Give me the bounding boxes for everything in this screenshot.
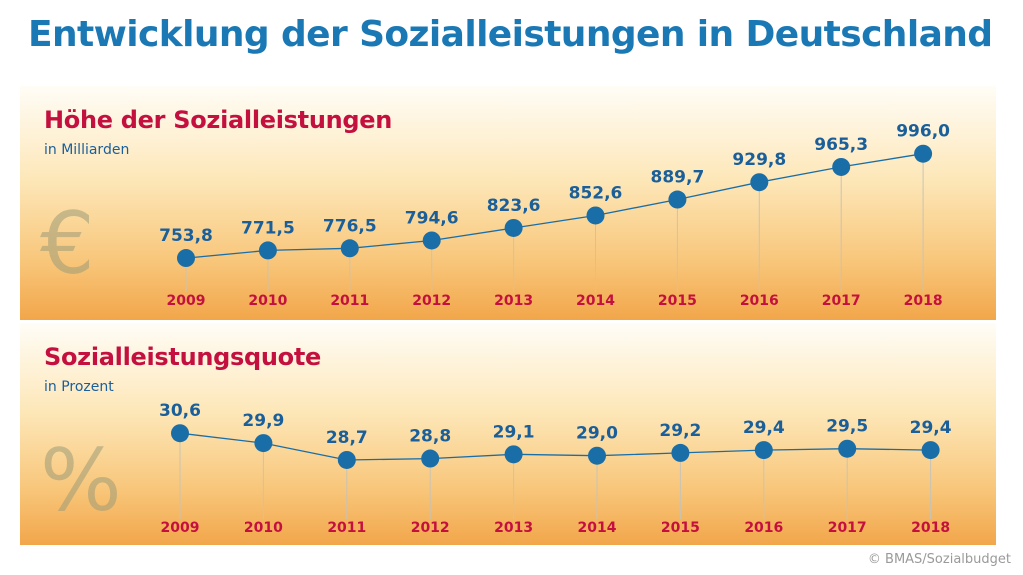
benefits-ratio-chart: 30,6 2009 29,9 2010 28,7 2011 28,8 2012 29,1 2013… <box>159 401 952 536</box>
data-point-2015 <box>668 190 687 209</box>
value-label-2014: 29,0 <box>576 424 618 444</box>
year-label-2010: 2010 <box>248 293 287 309</box>
value-label-2010: 29,9 <box>242 411 284 431</box>
year-label-2011: 2011 <box>327 520 366 536</box>
data-point-2011 <box>337 450 356 469</box>
value-label-2011: 776,5 <box>323 216 377 236</box>
year-label-2010: 2010 <box>244 520 283 536</box>
data-point-2015 <box>671 443 690 462</box>
benefits-amount-unit: in Milliarden <box>44 142 130 158</box>
value-label-2015: 889,7 <box>651 168 705 188</box>
data-point-2018 <box>914 144 933 163</box>
value-label-2011: 28,7 <box>326 428 368 448</box>
page-title: Entwicklung der Sozialleistungen in Deut… <box>28 14 993 55</box>
value-label-2017: 965,3 <box>814 135 868 155</box>
data-point-2018 <box>921 441 940 460</box>
series-line <box>179 432 931 461</box>
data-point-2013 <box>504 218 523 237</box>
data-point-2011 <box>340 239 359 258</box>
value-label-2018: 29,4 <box>910 418 952 438</box>
year-label-2018: 2018 <box>904 293 943 309</box>
benefits-amount-chart: 753,8 2009 771,5 2010 776,5 2011 794,6 2012 823,… <box>159 122 950 309</box>
value-label-2009: 30,6 <box>159 401 201 421</box>
percent-icon: % <box>40 431 122 531</box>
value-label-2012: 28,8 <box>409 427 451 447</box>
year-label-2015: 2015 <box>658 293 697 309</box>
year-label-2012: 2012 <box>412 293 451 309</box>
year-label-2009: 2009 <box>167 293 206 309</box>
value-label-2013: 823,6 <box>487 196 541 216</box>
data-point-2012 <box>421 449 440 468</box>
data-point-2009 <box>177 249 195 268</box>
benefits-amount-panel: Höhe der Sozialleistungen in Milliarden … <box>20 86 996 320</box>
data-point-2010 <box>254 434 273 453</box>
data-point-2013 <box>504 445 523 464</box>
year-label-2015: 2015 <box>661 520 700 536</box>
data-point-2016 <box>750 173 769 192</box>
value-label-2016: 29,4 <box>743 418 785 438</box>
year-label-2012: 2012 <box>411 520 450 536</box>
data-point-2016 <box>754 441 773 460</box>
year-label-2016: 2016 <box>740 293 779 309</box>
euro-icon: € <box>40 194 95 294</box>
data-point-2009 <box>171 424 189 443</box>
year-label-2014: 2014 <box>576 293 615 309</box>
series-line <box>185 153 924 259</box>
data-point-2014 <box>588 446 606 465</box>
year-label-2013: 2013 <box>494 520 533 536</box>
source-credit: © BMAS/Sozialbudget <box>867 552 1011 567</box>
benefits-ratio-title: Sozialleistungsquote <box>44 343 322 371</box>
year-label-2009: 2009 <box>161 520 200 536</box>
value-label-2012: 794,6 <box>405 208 459 228</box>
value-label-2015: 29,2 <box>659 421 701 441</box>
benefits-ratio-unit: in Prozent <box>44 379 114 395</box>
data-point-2017 <box>838 439 857 458</box>
value-label-2016: 929,8 <box>732 150 786 170</box>
data-point-2014 <box>586 206 605 225</box>
data-point-2012 <box>422 231 441 250</box>
data-point-2010 <box>258 241 277 260</box>
data-point-2017 <box>832 157 851 176</box>
year-label-2014: 2014 <box>578 520 617 536</box>
value-label-2009: 753,8 <box>159 226 213 246</box>
value-label-2017: 29,5 <box>826 417 868 437</box>
year-label-2013: 2013 <box>494 293 533 309</box>
value-label-2010: 771,5 <box>241 218 295 238</box>
year-label-2016: 2016 <box>744 520 783 536</box>
value-label-2018: 996,0 <box>896 122 950 142</box>
year-label-2017: 2017 <box>828 520 867 536</box>
year-label-2018: 2018 <box>911 520 950 536</box>
value-label-2014: 852,6 <box>569 183 623 203</box>
year-label-2011: 2011 <box>330 293 369 309</box>
value-label-2013: 29,1 <box>493 422 535 442</box>
benefits-ratio-panel: Sozialleistungsquote in Prozent % 30,6 20… <box>20 323 996 545</box>
benefits-amount-title: Höhe der Sozialleistungen <box>44 106 393 134</box>
year-label-2017: 2017 <box>822 293 861 309</box>
